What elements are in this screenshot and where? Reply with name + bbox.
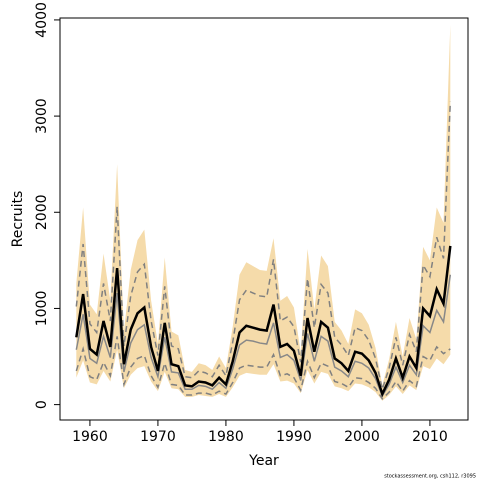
y-axis-label: Recruits (10, 191, 26, 248)
x-tick-label: 2000 (344, 429, 380, 445)
x-axis-label: Year (248, 453, 279, 469)
estimate-line (75, 245, 452, 398)
y-tick-label: 0 (34, 400, 50, 409)
y-tick-label: 3000 (34, 98, 50, 134)
dashed-line (75, 101, 452, 393)
footnote: stockassessment.org, csh112, r3095 (384, 474, 476, 480)
series-line (75, 274, 452, 398)
dashed-line (75, 336, 451, 401)
x-tick-label: 1960 (72, 429, 108, 445)
x-tick-label: 2010 (412, 429, 448, 445)
x-tick-label: 1970 (140, 429, 176, 445)
x-tick-label: 1980 (208, 429, 244, 445)
y-tick-label: 4000 (34, 2, 50, 38)
y-tick-label: 1000 (34, 291, 50, 327)
x-tick-label: 1990 (276, 429, 312, 445)
y-tick-label: 2000 (34, 194, 50, 230)
plot-frame (59, 17, 469, 421)
